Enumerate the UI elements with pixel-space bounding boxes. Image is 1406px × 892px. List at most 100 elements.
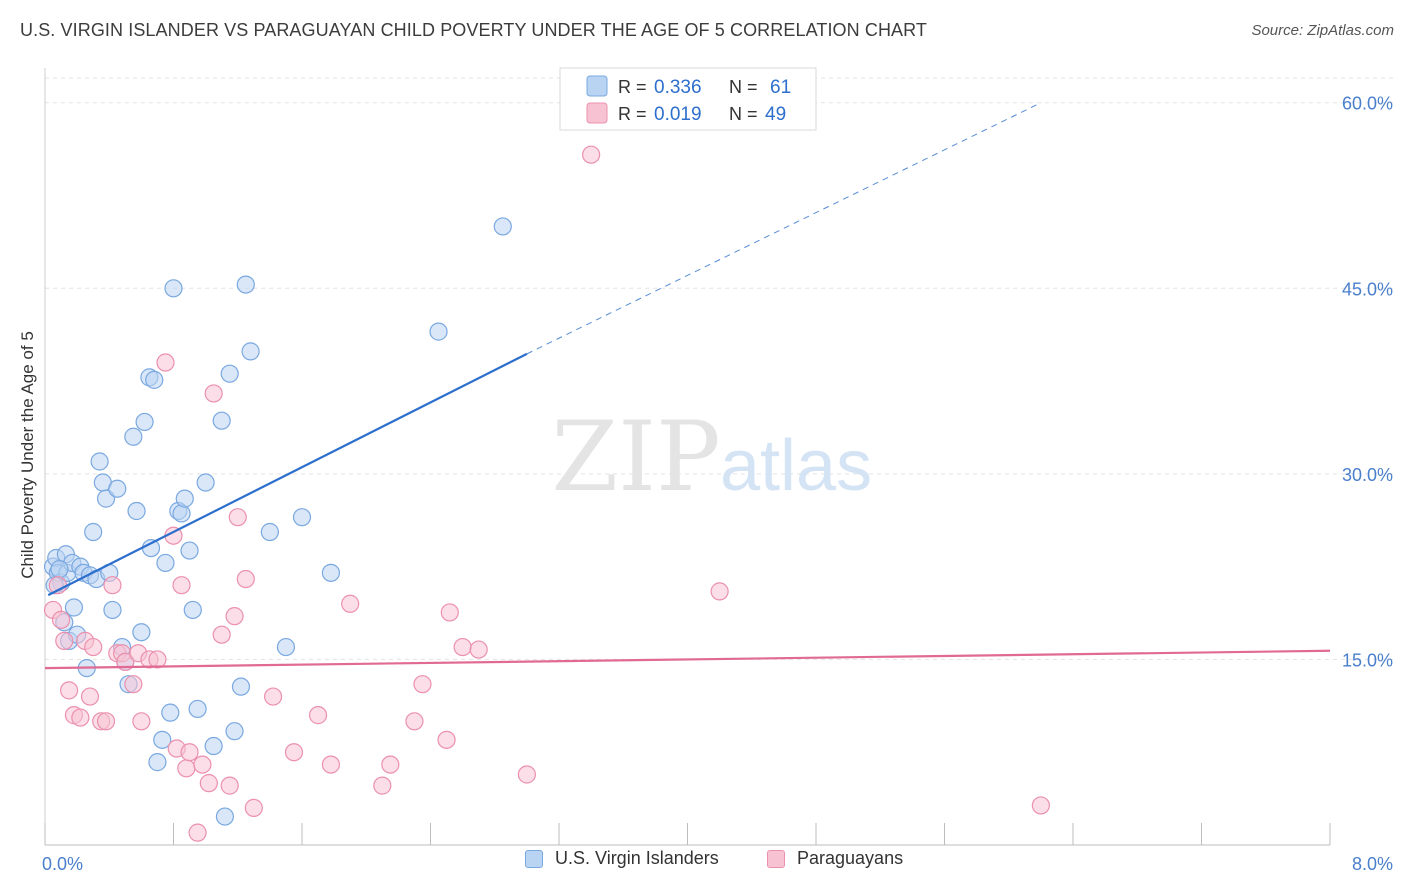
y-tick-label-45: 45.0% [1342,279,1393,299]
bottom-legend-label-paraguayans: Paraguayans [797,848,904,868]
point-virgin-islanders-44 [196,473,215,492]
point-paraguayans-51 [582,145,601,164]
legend-swatch-pink [586,102,608,124]
y-tick-label-60: 60.0% [1342,94,1393,114]
point-virgin-islanders-9 [64,598,84,617]
point-virgin-islanders-55 [292,508,312,527]
point-virgin-islanders-54 [276,637,296,657]
point-paraguayans-42 [373,776,392,795]
legend-r-value-1: 0.336 [654,77,702,98]
y-tick-label-30: 30.0% [1342,465,1393,485]
chart-title: U.S. VIRGIN ISLANDER VS PARAGUAYAN CHILD… [20,20,928,40]
watermark: ZIP atlas [551,401,872,513]
point-virgin-islanders-37 [164,279,183,298]
trend-lines [44,102,1331,670]
point-paraguayans-3 [55,631,74,650]
point-paraguayans-25 [177,759,196,778]
x-tick-label-min: 0.0% [42,854,83,874]
point-paraguayans-53 [1031,796,1050,815]
point-virgin-islanders-50 [231,677,251,696]
point-virgin-islanders-48 [220,364,239,383]
point-virgin-islanders-35 [156,553,175,573]
trend-line-paraguayans [44,649,1331,670]
point-paraguayans-26 [180,743,199,762]
point-virgin-islanders-53 [260,522,279,542]
point-virgin-islanders-28 [132,623,151,642]
point-virgin-islanders-60 [50,560,69,579]
bottom-legend-swatch-blue [525,849,543,868]
point-paraguayans-21 [156,353,175,372]
legend-r-value-2: 0.019 [654,104,702,125]
point-paraguayans-40 [321,755,341,774]
point-paraguayans-44 [405,712,424,731]
y-tick-label-15: 15.0% [1342,650,1393,670]
point-paraguayans-30 [204,384,223,403]
point-paraguayans-46 [437,730,456,749]
point-paraguayans-47 [440,603,459,622]
point-paraguayans-37 [263,687,283,706]
point-virgin-islanders-34 [153,730,172,749]
point-paraguayans-52 [710,582,729,601]
point-virgin-islanders-36 [161,703,180,722]
legend-swatch-blue [586,75,608,97]
y-axis-label: Child Poverty Under the Age of 5 [18,331,37,579]
point-paraguayans-43 [381,755,400,774]
point-paraguayans-6 [71,708,90,727]
legend-n-label-2: N = [729,104,758,124]
point-paraguayans-38 [284,743,304,762]
point-virgin-islanders-57 [429,322,448,341]
point-paraguayans-11 [96,712,116,731]
point-paraguayans-36 [244,798,263,817]
series-paraguayans [43,145,1050,842]
point-paraguayans-8 [80,687,100,706]
point-virgin-islanders-43 [188,699,207,719]
point-virgin-islanders-17 [90,452,109,471]
point-paraguayans-39 [308,706,328,725]
point-virgin-islanders-29 [135,412,154,432]
legend-n-value-1: 61 [770,77,791,98]
bottom-legend-item-paraguayans: Paraguayans [767,848,903,869]
watermark-atlas: atlas [720,426,872,506]
bottom-legend-item-virgin-islanders: U.S. Virgin Islanders [525,848,719,869]
point-virgin-islanders-51 [236,275,255,294]
bottom-legend: U.S. Virgin Islanders Paraguayans [0,848,1406,880]
point-virgin-islanders-42 [183,600,202,620]
point-paraguayans-34 [228,508,247,527]
point-virgin-islanders-32 [145,370,164,389]
point-virgin-islanders-52 [241,342,260,361]
bottom-legend-label-virgin-islanders: U.S. Virgin Islanders [555,848,719,868]
axis-layer: 15.0% 30.0% 45.0% 60.0% 0.0% 8.0% [42,68,1393,874]
x-tick-label-max: 8.0% [1352,854,1393,874]
trend-line-virgin-islanders [47,352,528,597]
point-paraguayans-50 [517,765,536,784]
legend-n-value-2: 49 [765,104,786,125]
point-paraguayans-4 [59,681,79,700]
point-virgin-islanders-46 [212,411,231,430]
point-virgin-islanders-40 [175,489,194,508]
point-paraguayans-16 [124,675,143,694]
legend-n-label-1: N = [729,77,758,97]
point-paraguayans-20 [148,650,167,669]
point-virgin-islanders-45 [204,736,223,756]
point-virgin-islanders-22 [108,479,127,498]
point-virgin-islanders-26 [124,427,143,446]
point-virgin-islanders-47 [215,807,234,826]
point-paraguayans-45 [413,675,432,694]
source-label: Source: ZipAtlas.com [1251,22,1394,39]
point-virgin-islanders-56 [321,563,341,582]
point-paraguayans-29 [199,774,218,793]
point-paraguayans-24 [172,576,191,595]
legend-box: R = 0.336 N = 61 R = 0.019 N = 49 [559,67,817,131]
point-virgin-islanders-58 [493,217,512,236]
trend-line-virgin-islanders-extension [526,102,1042,355]
point-paraguayans-12 [103,576,122,595]
point-paraguayans-32 [220,776,239,795]
point-virgin-islanders-21 [103,600,122,620]
point-paraguayans-9 [84,637,103,657]
point-virgin-islanders-33 [148,753,167,772]
point-virgin-islanders-27 [127,501,146,521]
point-paraguayans-27 [188,823,207,842]
bottom-legend-swatch-pink [767,849,785,868]
point-paraguayans-33 [225,607,244,626]
